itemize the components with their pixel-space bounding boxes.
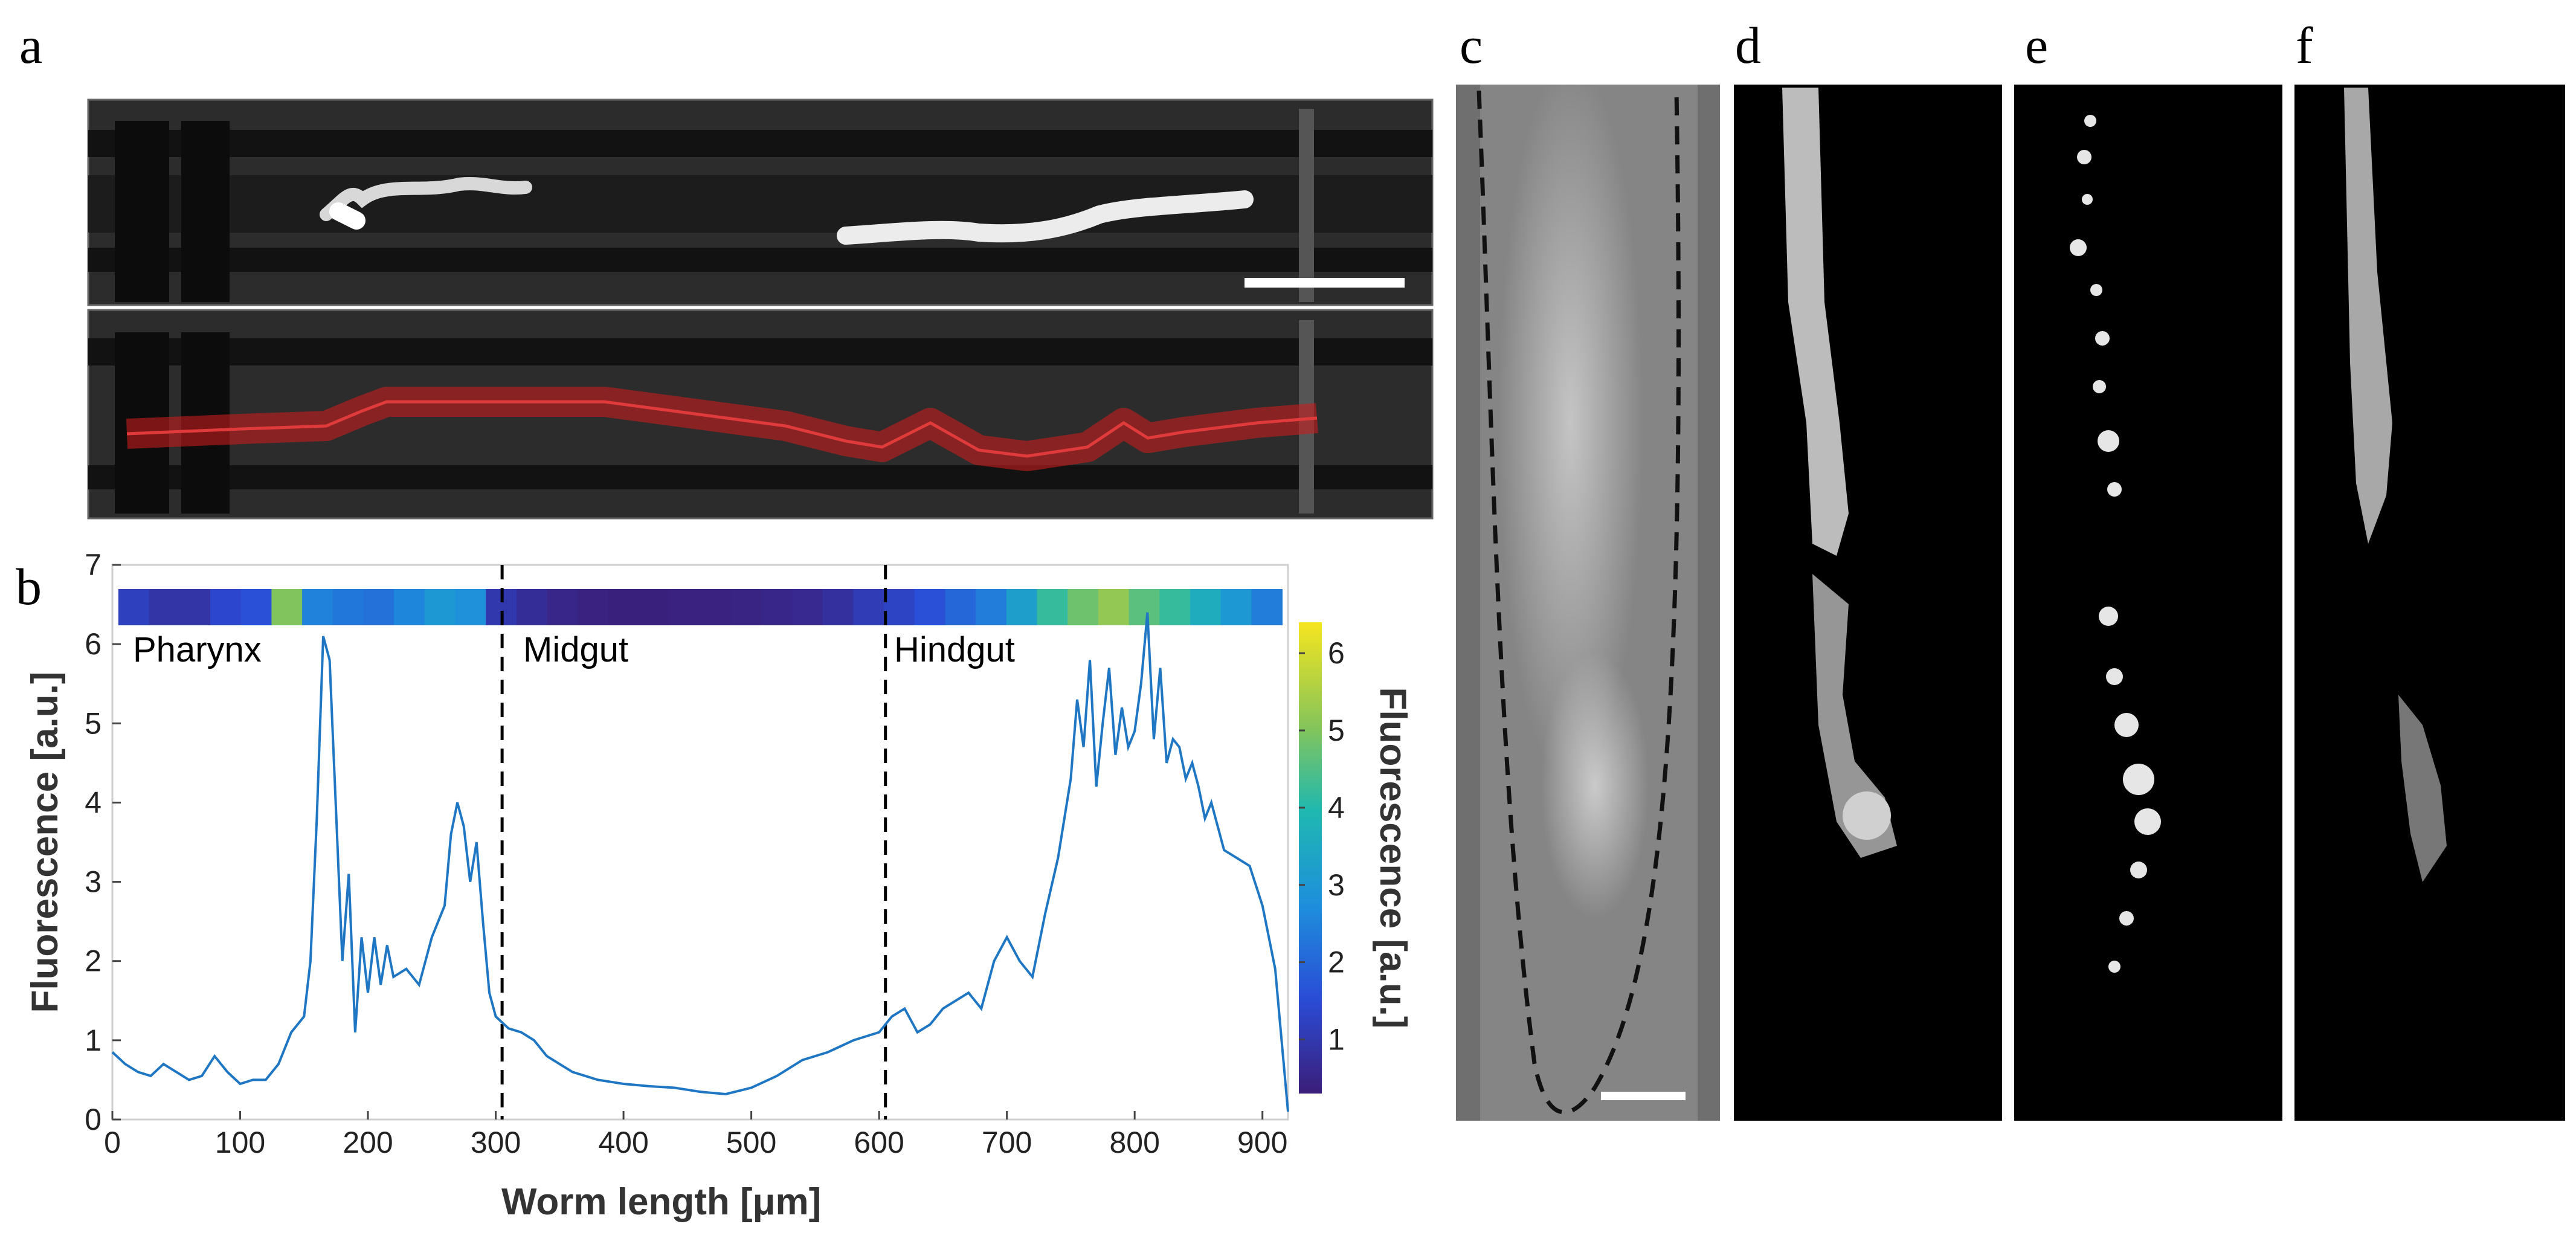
strip-cell [700, 589, 732, 625]
strip-cell [240, 589, 272, 625]
colorbar-strip [118, 589, 1283, 625]
scale-bar-c [1601, 1092, 1686, 1100]
strip-cell [149, 589, 181, 625]
strip-cell [516, 589, 548, 625]
colorbar-tick-label: 1 [1328, 1022, 1345, 1056]
colorbar-tick-label: 6 [1328, 636, 1345, 670]
strip-cell [547, 589, 579, 625]
strip-cell [1067, 589, 1099, 625]
panel-a-bottom-image [87, 309, 1434, 520]
strip-cell [730, 589, 762, 625]
y-tick-label: 4 [85, 785, 101, 819]
y-tick-label: 7 [85, 548, 101, 582]
region-label-hindgut: Hindgut [894, 630, 1015, 669]
strip-cell [1159, 589, 1191, 625]
panel-c-image [1456, 60, 1720, 1121]
strip-cell [608, 589, 640, 625]
region-dividers [500, 565, 887, 1120]
y-tick-label: 0 [85, 1103, 101, 1136]
strip-cell [332, 589, 364, 625]
panel-label-a: a [19, 16, 42, 74]
x-tick-label: 900 [1237, 1126, 1287, 1159]
fluorescence-trace [111, 612, 1289, 1112]
y-tick-label: 3 [85, 865, 101, 899]
panel-label-c: c [1460, 16, 1483, 74]
plot-area [111, 564, 1289, 1121]
strip-cell [118, 589, 150, 625]
strip-cell [1098, 589, 1130, 625]
strip-cell [1220, 589, 1252, 625]
y-axis-title: Fluorescence [a.u.] [24, 671, 66, 1013]
strip-cell [271, 589, 303, 625]
colorbar-ticks: 1 2 3 4 5 6 [1299, 636, 1345, 1056]
region-label-pharynx: Pharynx [133, 630, 262, 669]
strip-cell [976, 589, 1007, 625]
strip-cell [761, 589, 793, 625]
colorbar [1299, 622, 1322, 1094]
x-tick-label: 400 [598, 1126, 648, 1159]
x-tick-label: 600 [854, 1126, 904, 1159]
strip-cell [792, 589, 823, 625]
y-tick-label: 5 [85, 706, 101, 740]
x-tick-label: 500 [726, 1126, 776, 1159]
strip-cell [578, 589, 609, 625]
strip-cell [1129, 589, 1161, 625]
strip-cell [210, 589, 242, 625]
scale-bar [1245, 278, 1405, 288]
x-tick-label: 200 [343, 1126, 393, 1159]
y-tick-label: 6 [85, 627, 101, 661]
panel-label-d: d [1735, 16, 1761, 74]
y-tick-label: 2 [85, 944, 101, 978]
panel-label-f: f [2296, 16, 2313, 74]
colorbar-tick-label: 2 [1328, 946, 1345, 979]
x-tick-label: 800 [1109, 1126, 1159, 1159]
colorbar-tick-label: 5 [1328, 714, 1345, 747]
strip-cell [1037, 589, 1069, 625]
strip-cell [1251, 589, 1283, 625]
x-tick-label: 300 [471, 1126, 521, 1159]
strip-cell [179, 589, 211, 625]
strip-cell [945, 589, 977, 625]
x-tick-label: 700 [982, 1126, 1032, 1159]
fluorescence-chart: 0 100 200 300 400 500 600 700 800 900 0 1 2 3 4 5 6 7 Pha… [24, 548, 1414, 1223]
strip-cell [914, 589, 946, 625]
strip-cell [455, 589, 487, 625]
strip-cell [884, 589, 915, 625]
colorbar-tick-label: 3 [1328, 868, 1345, 902]
strip-cell [639, 589, 671, 625]
strip-cell [363, 589, 395, 625]
panel-e-image [2014, 85, 2282, 1121]
strip-cell [853, 589, 885, 625]
colorbar-title: Fluorescence [a.u.] [1372, 687, 1414, 1028]
strip-cell [1190, 589, 1222, 625]
panel-a-top-image [87, 98, 1434, 306]
strip-cell [394, 589, 425, 625]
panel-d-image [1734, 85, 2002, 1121]
strip-cell [822, 589, 854, 625]
region-label-midgut: Midgut [523, 630, 628, 669]
strip-cell [302, 589, 333, 625]
panel-label-e: e [2025, 16, 2048, 74]
panel-f-image [2294, 85, 2565, 1121]
strip-cell [669, 589, 701, 625]
y-tick-label: 1 [85, 1023, 101, 1057]
strip-cell [1006, 589, 1038, 625]
x-tick-label: 100 [215, 1126, 265, 1159]
x-axis-title: Worm length [μm] [501, 1181, 821, 1223]
x-tick-label: 0 [104, 1126, 121, 1159]
axis-ticks: 0 100 200 300 400 500 600 700 800 900 0 1 2 3 4 5 6 7 [85, 548, 1287, 1159]
colorbar-tick-label: 4 [1328, 791, 1345, 825]
panel-label-b: b [16, 558, 42, 616]
strip-cell [424, 589, 456, 625]
